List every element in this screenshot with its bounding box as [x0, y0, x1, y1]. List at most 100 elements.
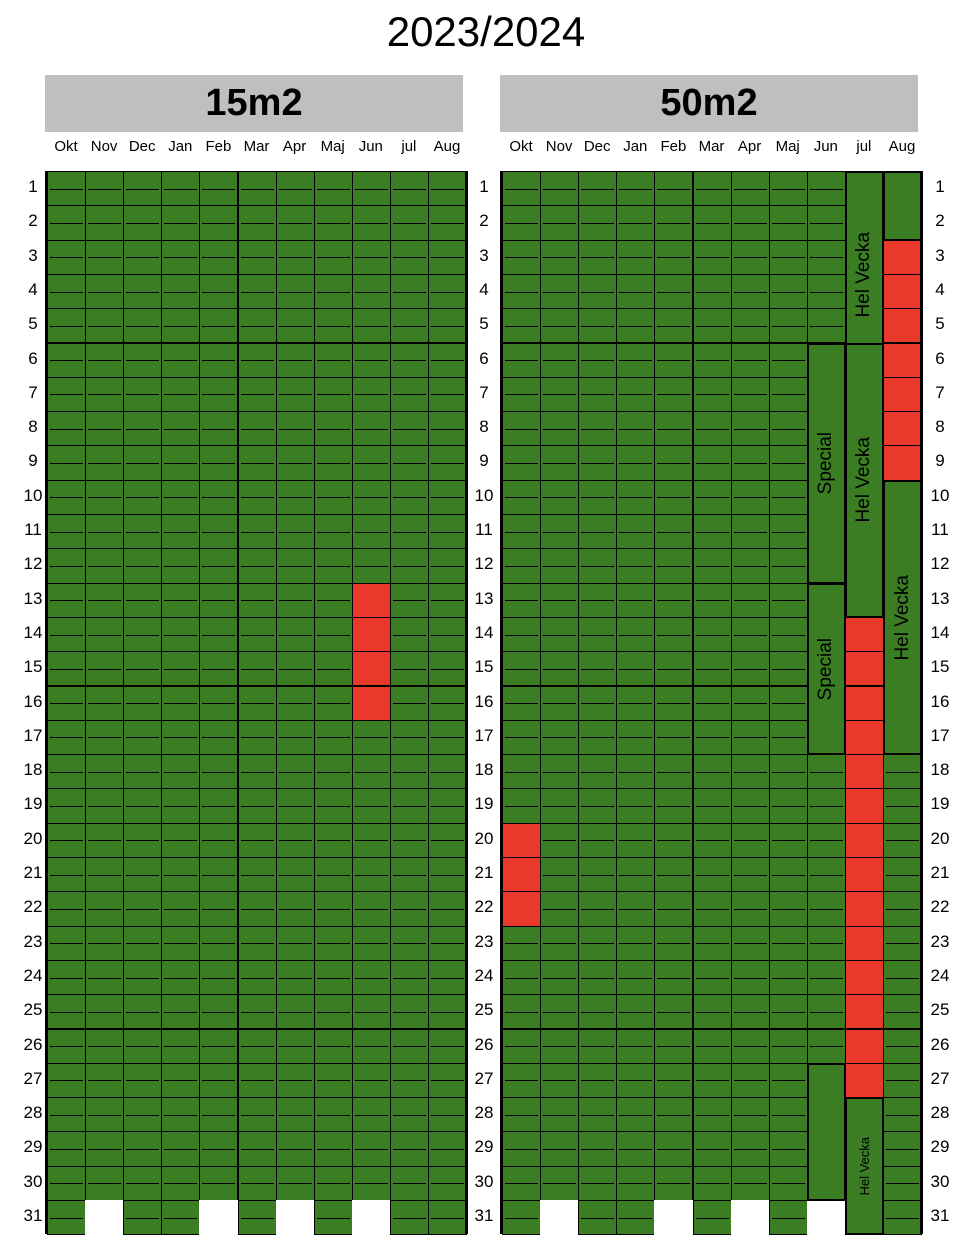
- day-slot[interactable]: [199, 239, 239, 275]
- day-slot[interactable]: [85, 616, 125, 653]
- day-slot[interactable]: [275, 342, 315, 378]
- booked-slot[interactable]: [844, 685, 884, 721]
- day-slot[interactable]: [161, 308, 201, 344]
- day-slot[interactable]: [199, 1131, 239, 1167]
- day-slot[interactable]: [692, 582, 732, 618]
- day-slot[interactable]: [123, 1062, 163, 1099]
- day-slot[interactable]: [275, 273, 315, 310]
- day-slot[interactable]: [161, 994, 201, 1030]
- day-slot[interactable]: [730, 788, 770, 824]
- day-slot[interactable]: [237, 1028, 277, 1064]
- day-slot[interactable]: [806, 239, 846, 275]
- day-slot[interactable]: [199, 822, 239, 858]
- day-slot[interactable]: [237, 1062, 277, 1099]
- day-slot[interactable]: [502, 788, 542, 824]
- day-slot[interactable]: [47, 1028, 87, 1064]
- day-slot[interactable]: [389, 1165, 429, 1201]
- day-slot[interactable]: [351, 445, 391, 481]
- day-slot[interactable]: [199, 342, 239, 378]
- day-slot[interactable]: [313, 1062, 353, 1099]
- day-slot[interactable]: [806, 205, 846, 241]
- day-slot[interactable]: [161, 857, 201, 893]
- day-slot[interactable]: [199, 376, 239, 413]
- booked-slot[interactable]: [844, 1062, 884, 1099]
- day-slot[interactable]: [389, 959, 429, 996]
- week-block[interactable]: Hel Vecka: [844, 1097, 884, 1236]
- day-slot[interactable]: [351, 959, 391, 996]
- day-slot[interactable]: [578, 205, 618, 241]
- day-slot[interactable]: [502, 685, 542, 721]
- day-slot[interactable]: [47, 788, 87, 824]
- booked-slot[interactable]: [844, 994, 884, 1030]
- day-slot[interactable]: [199, 1062, 239, 1099]
- day-slot[interactable]: [616, 239, 656, 275]
- day-slot[interactable]: [654, 582, 694, 618]
- day-slot[interactable]: [199, 479, 239, 515]
- booked-slot[interactable]: [844, 891, 884, 927]
- day-slot[interactable]: [389, 273, 429, 310]
- day-slot[interactable]: [616, 925, 656, 961]
- day-slot[interactable]: [428, 822, 468, 858]
- day-slot[interactable]: [428, 959, 468, 996]
- booked-slot[interactable]: [351, 651, 391, 687]
- day-slot[interactable]: [616, 1131, 656, 1167]
- day-slot[interactable]: [199, 411, 239, 447]
- day-slot[interactable]: [123, 651, 163, 687]
- day-slot[interactable]: [237, 788, 277, 824]
- day-slot[interactable]: [768, 582, 808, 618]
- day-slot[interactable]: [123, 514, 163, 550]
- day-slot[interactable]: [85, 171, 125, 207]
- day-slot[interactable]: [123, 788, 163, 824]
- day-slot[interactable]: [161, 754, 201, 790]
- day-slot[interactable]: [428, 788, 468, 824]
- day-slot[interactable]: [389, 582, 429, 618]
- day-slot[interactable]: [313, 205, 353, 241]
- day-slot[interactable]: [47, 857, 87, 893]
- day-slot[interactable]: [502, 754, 542, 790]
- day-slot[interactable]: [654, 273, 694, 310]
- day-slot[interactable]: [161, 171, 201, 207]
- day-slot[interactable]: [730, 479, 770, 515]
- day-slot[interactable]: [47, 445, 87, 481]
- day-slot[interactable]: [616, 616, 656, 653]
- day-slot[interactable]: [389, 1200, 429, 1236]
- day-slot[interactable]: [768, 342, 808, 378]
- day-slot[interactable]: [161, 239, 201, 275]
- day-slot[interactable]: [47, 719, 87, 756]
- day-slot[interactable]: [161, 342, 201, 378]
- day-slot[interactable]: [768, 1131, 808, 1167]
- day-slot[interactable]: [730, 891, 770, 927]
- day-slot[interactable]: [730, 959, 770, 996]
- day-slot[interactable]: [730, 616, 770, 653]
- day-slot[interactable]: [237, 239, 277, 275]
- day-slot[interactable]: [428, 685, 468, 721]
- day-slot[interactable]: [883, 1131, 923, 1167]
- day-slot[interactable]: [237, 994, 277, 1030]
- day-slot[interactable]: [540, 1131, 580, 1167]
- day-slot[interactable]: [730, 376, 770, 413]
- day-slot[interactable]: [428, 479, 468, 515]
- day-slot[interactable]: [502, 651, 542, 687]
- day-slot[interactable]: [123, 1165, 163, 1201]
- day-slot[interactable]: [428, 1200, 468, 1236]
- day-slot[interactable]: [123, 308, 163, 344]
- day-slot[interactable]: [161, 445, 201, 481]
- day-slot[interactable]: [313, 822, 353, 858]
- day-slot[interactable]: [540, 273, 580, 310]
- day-slot[interactable]: [199, 273, 239, 310]
- day-slot[interactable]: [540, 548, 580, 584]
- day-slot[interactable]: [123, 582, 163, 618]
- day-slot[interactable]: [730, 342, 770, 378]
- day-slot[interactable]: [502, 616, 542, 653]
- day-slot[interactable]: [502, 273, 542, 310]
- day-slot[interactable]: [578, 1062, 618, 1099]
- day-slot[interactable]: [313, 925, 353, 961]
- day-slot[interactable]: [502, 925, 542, 961]
- day-slot[interactable]: [47, 376, 87, 413]
- day-slot[interactable]: [351, 1165, 391, 1201]
- day-slot[interactable]: [428, 754, 468, 790]
- day-slot[interactable]: [389, 1131, 429, 1167]
- day-slot[interactable]: [85, 376, 125, 413]
- day-slot[interactable]: [161, 514, 201, 550]
- day-slot[interactable]: [654, 445, 694, 481]
